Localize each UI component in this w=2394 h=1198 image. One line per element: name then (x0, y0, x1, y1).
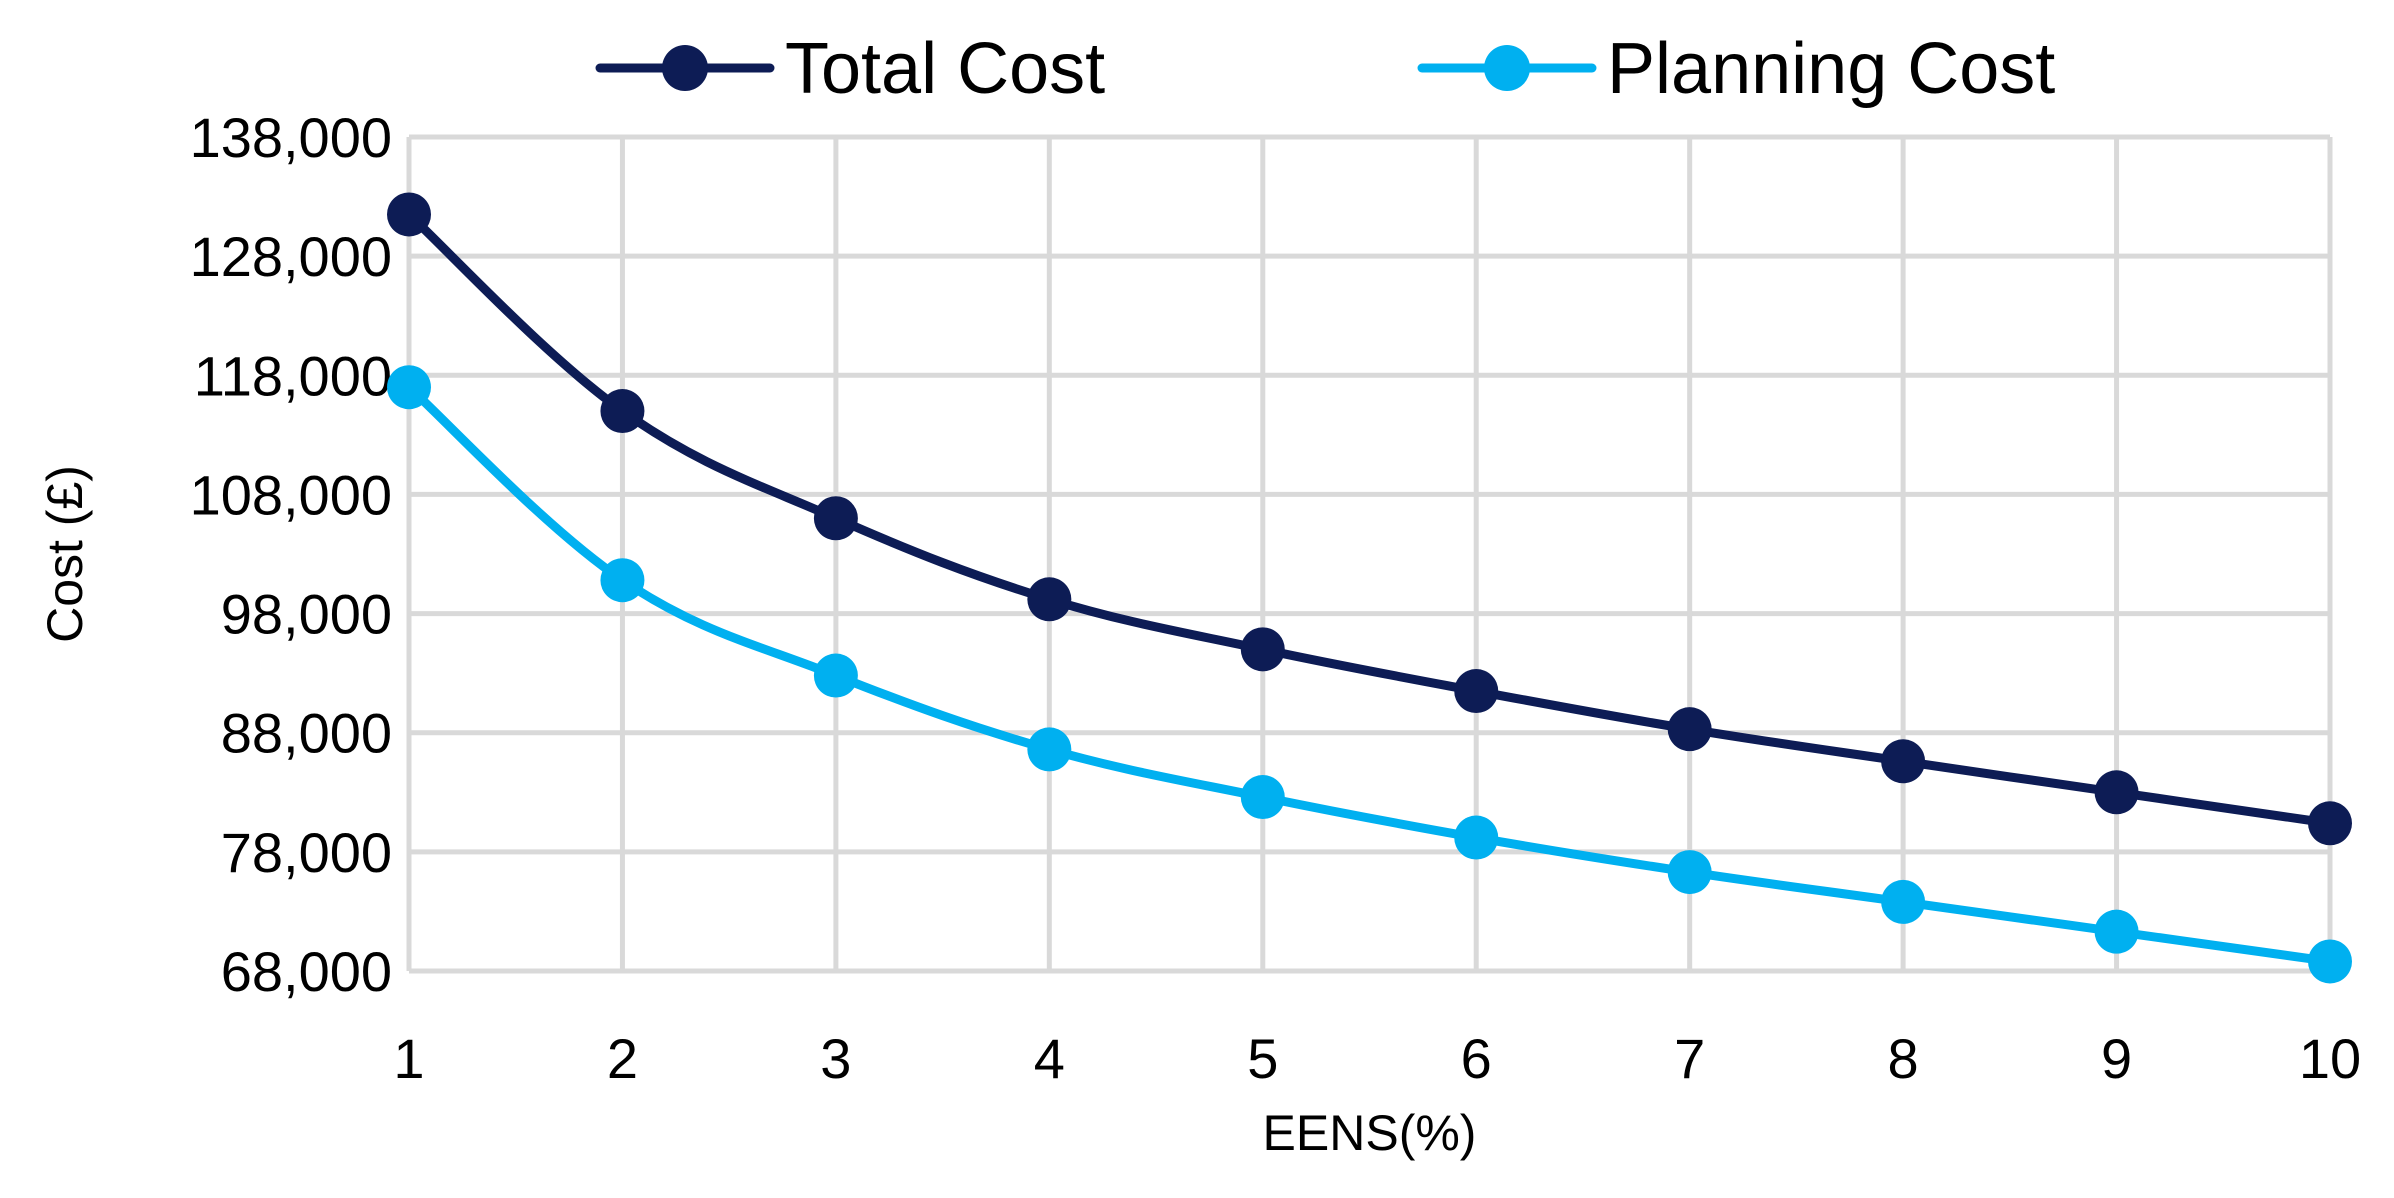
x-tick-label: 6 (1461, 1027, 1492, 1090)
legend-item-planning-cost: Planning Cost (1417, 29, 2055, 109)
y-tick-label: 78,000 (221, 821, 392, 884)
planning-cost-point (1027, 727, 1072, 772)
legend: Total Cost Planning Cost (595, 29, 2055, 109)
planning-cost-point (600, 558, 645, 603)
x-axis-title: EENS(%) (1263, 1105, 1477, 1161)
x-tick-label: 2 (607, 1027, 638, 1090)
planning-cost-line (404, 382, 2335, 966)
planning-cost-point (1667, 850, 1712, 895)
x-tick-label: 10 (2299, 1027, 2361, 1090)
series-total-cost (387, 192, 2352, 846)
total-cost-point (813, 496, 858, 541)
planning-cost-point (2308, 939, 2352, 984)
y-tick-label: 138,000 (190, 106, 392, 169)
series (387, 192, 2352, 984)
legend-marker (662, 45, 708, 91)
y-axis-title: Cost (£) (37, 465, 93, 643)
total-cost-point (600, 389, 645, 434)
total-cost-point (2308, 801, 2352, 846)
planning-cost-point (1240, 775, 1285, 820)
series-planning-cost (387, 365, 2352, 984)
legend-marker (1484, 45, 1530, 91)
y-tick-label: 118,000 (194, 344, 392, 407)
y-tick-label: 108,000 (190, 463, 392, 526)
x-tick-label: 3 (820, 1027, 851, 1090)
axes: 68,00078,00088,00098,000108,000118,00012… (37, 106, 2361, 1161)
x-tick-label: 1 (393, 1027, 424, 1090)
planning-cost-point (813, 653, 858, 698)
legend-label: Planning Cost (1607, 29, 2055, 109)
planning-cost-point (1454, 815, 1499, 860)
y-tick-label: 88,000 (221, 702, 392, 765)
planning-cost-point (387, 365, 431, 410)
y-tick-label: 68,000 (221, 940, 392, 1003)
x-tick-label: 8 (1888, 1027, 1919, 1090)
total-cost-line (404, 209, 2335, 828)
grid (406, 134, 2333, 974)
planning-cost-point (2094, 909, 2139, 954)
y-tick-label: 98,000 (221, 583, 392, 646)
x-tick-label: 5 (1247, 1027, 1278, 1090)
total-cost-point (1881, 739, 1926, 784)
total-cost-point (1027, 577, 1072, 622)
planning-cost-point (1881, 879, 1926, 924)
x-tick-label: 7 (1674, 1027, 1705, 1090)
legend-label: Total Cost (785, 29, 1105, 109)
x-tick-label: 4 (1034, 1027, 1065, 1090)
total-cost-point (387, 192, 431, 237)
total-cost-point (1240, 627, 1285, 672)
total-cost-point (1667, 707, 1712, 752)
y-tick-label: 128,000 (190, 225, 392, 288)
total-cost-point (1454, 669, 1499, 714)
total-cost-point (2094, 770, 2139, 815)
legend-item-total-cost: Total Cost (595, 29, 1105, 109)
x-tick-label: 9 (2101, 1027, 2132, 1090)
